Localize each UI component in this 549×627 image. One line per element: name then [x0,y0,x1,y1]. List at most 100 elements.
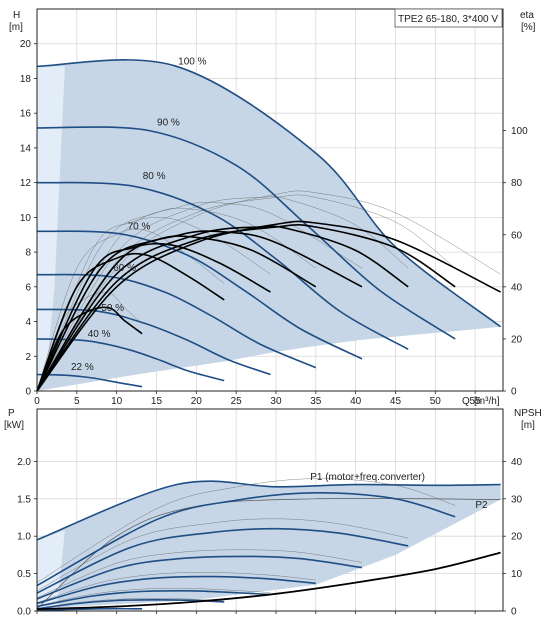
power-isoline [36,588,271,607]
efficiency-curve-5 [36,235,317,392]
upper-y2-ticks: 0 20 40 60 80 100 [503,126,528,398]
power-curve-7 [36,607,143,612]
lower-y2-ticks: 0 10 20 30 40 [503,457,523,618]
speed-label: 80 % [143,171,166,182]
lower-plot-frame [36,408,504,612]
y-tick-label: 10 [20,213,32,224]
power-curve-1 [36,491,456,587]
power-curve-4 [36,575,316,605]
y-tick-label: 12 [20,178,32,189]
npsh-line [36,551,501,610]
efficiency-isoline [36,194,456,392]
power-curves [36,478,501,612]
legend-box [394,8,503,28]
power-isoline [36,598,225,609]
y-tick-label: 1.5 [17,494,31,505]
npsh-curve [36,551,501,610]
efficiency-curve-2 [36,224,456,392]
upper-plot-frame [36,8,504,392]
y-tick-label: 20 [20,39,32,50]
speed-label: 70 % [128,222,151,233]
efficiency-curve-6 [36,242,271,392]
power-curve-3 [36,555,363,600]
efficiency-curves [36,220,501,392]
y2-tick-label: 0 [511,387,517,398]
y-axis-unit-kW: [kW] [4,420,24,431]
power-curve-5 [36,589,271,608]
y-axis-title-H: H [13,10,20,21]
y2-axis-unit-m: [m] [521,420,535,431]
x-tick-label: 25 [231,396,243,407]
x-tick-label: 35 [310,396,322,407]
y-tick-label: 18 [20,74,32,85]
y-tick-label: 1.0 [17,532,31,543]
x-tick-label: 30 [270,396,282,407]
y-axis-unit-m: [m] [9,22,23,33]
x-tick-label: 55 [470,396,482,407]
y-tick-label: 8 [25,248,31,259]
y-tick-label: 4 [25,317,31,328]
y-axis-title-P: P [8,408,15,419]
speed-curve-2 [36,126,456,340]
power-curve-2 [36,527,409,594]
power-envelope-area [37,481,501,609]
y-tick-label: 2 [25,352,31,363]
y-tick-label: 0 [25,387,31,398]
y2-axis-unit-percent: [%] [521,22,536,33]
speed-curve-7 [36,338,225,382]
efficiency-isoline [36,196,409,392]
efficiency-curve-1 [36,220,501,392]
x-tick-label: 20 [191,396,203,407]
efficiency-curve-4 [36,230,363,392]
lower-y-ticks: 0.0 0.5 1.0 1.5 2.0 [17,457,476,618]
speed-label: 50 % [101,303,124,314]
y-tick-label: 16 [20,109,32,120]
y2-tick-label: 100 [511,126,528,137]
x-tick-label: 15 [151,396,163,407]
efficiency-curve-8 [36,306,143,392]
y2-axis-title-eta: eta [520,10,534,21]
y2-tick-label: 40 [511,457,523,468]
speed-curve-4 [36,230,363,360]
y2-tick-label: 20 [511,532,523,543]
y2-tick-label: 10 [511,569,523,580]
y-tick-label: 6 [25,282,31,293]
y2-tick-label: 40 [511,282,523,293]
efficiency-curve-3 [36,225,409,392]
speed-label: 60 % [113,263,136,274]
speed-label: 40 % [88,329,111,340]
speed-label: 100 % [178,57,206,68]
power-isoline [36,572,316,603]
speed-curves [36,59,502,388]
speed-curve-8 [36,373,143,388]
p1-annotation: P1 (motor+freq.converter) [310,472,425,483]
y-tick-label: 0.5 [17,569,31,580]
speed-label: 90 % [157,117,180,128]
y-tick-label: 0.0 [17,607,31,618]
y-tick-label: 14 [20,143,32,154]
y-tick-label: 2.0 [17,457,31,468]
y2-axis-title-NPSH: NPSH [514,408,542,419]
lower-chart: 0.0 0.5 1.0 1.5 2.0 0 10 20 30 40 P [kW] NPSH [m… [4,408,542,618]
p2-annotation: P2 [475,500,488,511]
p1-curve [36,480,501,541]
x-tick-label: 5 [74,396,80,407]
efficiency-isoline [36,190,501,392]
y2-tick-label: 0 [511,607,517,618]
y2-tick-label: 20 [511,334,523,345]
speed-curve-1 [36,59,502,328]
power-isoline [36,549,363,598]
efficiency-curve-7 [36,252,225,392]
chart-title-pump-model: TPE2 65-180, 3*400 V [398,14,498,25]
x-tick-label: 40 [350,396,362,407]
upper-y-ticks: 0 2 4 6 8 10 12 14 16 18 20 [20,39,37,398]
y2-tick-label: 60 [511,230,523,241]
x-axis-unit: [m³/h] [474,396,500,407]
upper-x-ticks: 0 5 10 15 20 25 30 35 40 45 50 55 [34,391,481,407]
speed-label: 22 % [71,362,94,373]
x-tick-label: 0 [34,396,40,407]
speed-curve-3 [36,181,409,351]
x-tick-label: 45 [390,396,402,407]
speed-percent-labels: 100 % 90 % 80 % 70 % 60 % 50 % 40 % 22 % [71,57,207,374]
